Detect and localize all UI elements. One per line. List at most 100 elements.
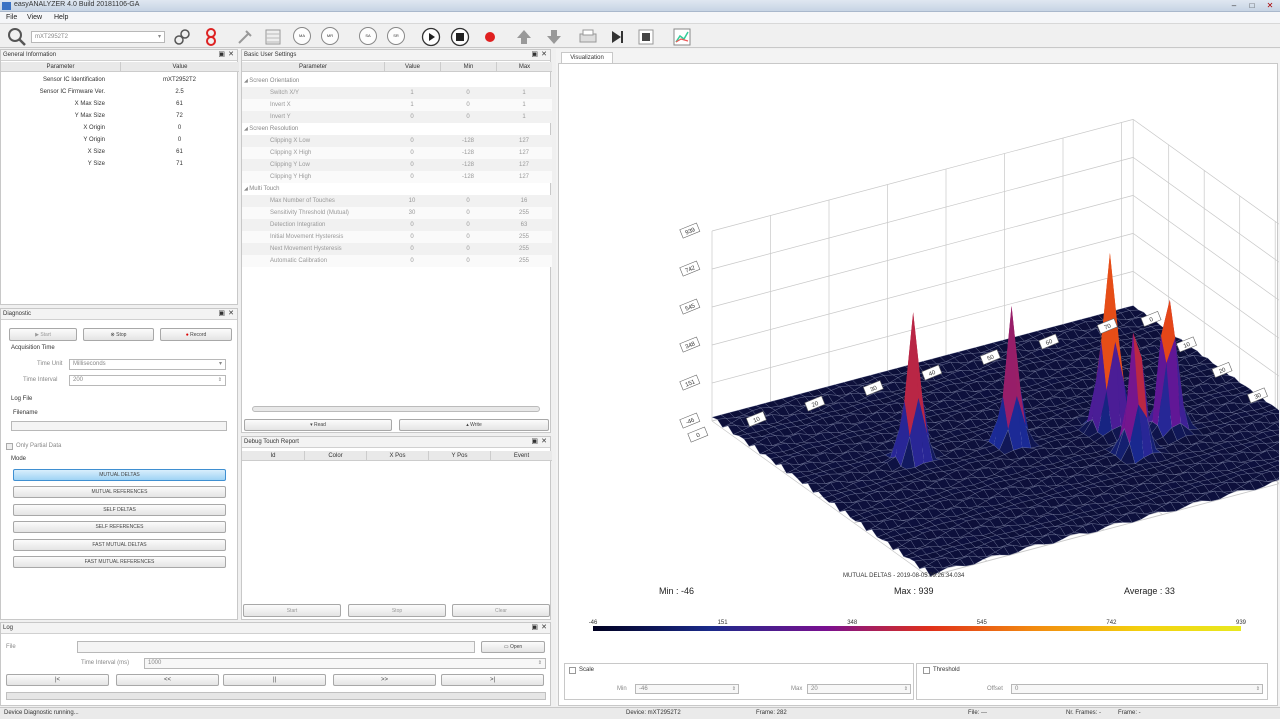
stop-button[interactable]: ⊗ Stop — [83, 328, 154, 341]
column-header-ypos[interactable]: Y Pos — [428, 451, 490, 461]
column-header-event[interactable]: Event — [490, 451, 552, 461]
table-cell-value[interactable]: 0 — [177, 125, 182, 131]
minimize-button[interactable]: – — [1231, 1, 1237, 10]
log-nav-button[interactable]: >> — [333, 674, 436, 686]
filename-input[interactable] — [11, 421, 227, 431]
undock-icon[interactable]: ▣ — [531, 51, 538, 58]
touch-clear-button[interactable]: Clear — [452, 604, 550, 617]
offset-input[interactable]: 0 ⇕ — [1011, 684, 1263, 694]
mode-button[interactable]: SELF REFERENCES — [13, 521, 226, 534]
table-cell-value[interactable]: 0 — [410, 162, 414, 168]
column-header-value[interactable]: Value — [384, 62, 440, 72]
scale-max-input[interactable]: 20 ⇕ — [807, 684, 911, 694]
mode-button[interactable]: SELF DELTAS — [13, 503, 226, 516]
table-cell-value[interactable]: 0 — [410, 246, 414, 252]
download-icon[interactable] — [545, 28, 563, 46]
grid-icon[interactable] — [264, 28, 282, 46]
column-header-color[interactable]: Color — [304, 451, 366, 461]
self-all-button[interactable]: SA — [359, 27, 377, 45]
device-select[interactable]: mXT2952T2 ▾ — [31, 31, 165, 43]
table-cell-value[interactable]: 61 — [176, 101, 183, 107]
table-cell-value[interactable]: 0 — [410, 138, 414, 144]
table-cell-value[interactable]: 0 — [177, 137, 182, 143]
touch-start-button[interactable]: Start — [243, 604, 341, 617]
log-nav-button[interactable]: >| — [441, 674, 544, 686]
close-icon[interactable]: ✕ — [541, 624, 547, 631]
undock-icon[interactable]: ▣ — [531, 438, 538, 445]
log-nav-button[interactable]: || — [223, 674, 326, 686]
scale-checkbox[interactable] — [569, 667, 576, 674]
maximize-button[interactable]: □ — [1249, 1, 1255, 10]
table-cell-value[interactable]: 1 — [410, 90, 414, 96]
search-icon[interactable] — [6, 27, 28, 47]
table-cell-value[interactable]: 2.5 — [175, 89, 184, 95]
upload-icon[interactable] — [515, 28, 533, 46]
mode-button[interactable]: FAST MUTUAL REFERENCES — [13, 556, 226, 568]
log-file-input[interactable] — [77, 641, 475, 653]
table-cell-value[interactable]: mXT2952T2 — [162, 77, 196, 83]
write-button[interactable]: ▴ Write — [399, 419, 549, 431]
stop-icon[interactable] — [450, 27, 470, 47]
table-cell-value[interactable]: 0 — [410, 150, 414, 156]
column-header-value[interactable]: Value — [120, 62, 239, 72]
close-icon[interactable]: ✕ — [541, 51, 547, 58]
close-button[interactable]: ✕ — [1266, 1, 1274, 10]
record-button[interactable]: ● Record — [160, 328, 232, 341]
record-icon[interactable] — [480, 27, 500, 47]
stop-playback-icon[interactable] — [637, 28, 655, 46]
close-icon[interactable]: ✕ — [228, 310, 234, 317]
disconnect-icon[interactable] — [202, 27, 220, 47]
time-unit-select[interactable]: Milliseconds ▾ — [69, 359, 226, 370]
log-nav-button[interactable]: |< — [6, 674, 109, 686]
menu-file[interactable]: File — [6, 14, 18, 21]
table-cell-value[interactable]: 0 — [410, 258, 414, 264]
log-interval-input[interactable]: 1000 ⇕ — [144, 658, 546, 669]
undock-icon[interactable]: ▣ — [218, 310, 225, 317]
read-button[interactable]: ▾ Read — [244, 419, 392, 431]
column-header-max[interactable]: Max — [496, 62, 552, 72]
log-slider[interactable] — [6, 692, 546, 700]
mode-button[interactable]: MUTUAL REFERENCES — [13, 486, 226, 499]
table-cell-value[interactable]: 61 — [176, 149, 183, 155]
only-partial-checkbox[interactable] — [6, 443, 13, 450]
tree-group-row[interactable]: ◢ Screen Orientation — [244, 75, 384, 87]
table-cell-value[interactable]: 1 — [410, 102, 414, 108]
column-header-parameter[interactable]: Parameter — [242, 62, 384, 72]
play-icon[interactable] — [421, 27, 441, 47]
column-header-min[interactable]: Min — [440, 62, 496, 72]
table-cell-value[interactable]: 0 — [410, 222, 414, 228]
tab-visualization[interactable]: Visualization — [561, 52, 613, 64]
mutual-all-button[interactable]: MA — [293, 27, 311, 45]
close-icon[interactable]: ✕ — [541, 438, 547, 445]
mutual-ref-button[interactable]: MR — [321, 27, 339, 45]
table-cell-value[interactable]: 71 — [176, 161, 183, 167]
chart-icon[interactable] — [672, 27, 692, 47]
scale-min-input[interactable]: -46 ⇕ — [635, 684, 739, 694]
horizontal-scrollbar[interactable] — [252, 406, 540, 412]
time-interval-input[interactable]: 200 ⇕ — [69, 375, 226, 386]
tools-icon[interactable] — [236, 28, 254, 46]
column-header-id[interactable]: Id — [242, 451, 304, 461]
next-frame-icon[interactable] — [608, 28, 626, 46]
start-button[interactable]: ▶ Start — [9, 328, 77, 341]
surface-plot[interactable]: 939742545348151-46939742545348151-460102… — [559, 64, 1279, 584]
mode-button[interactable]: MUTUAL DELTAS — [13, 469, 226, 481]
threshold-checkbox[interactable] — [923, 667, 930, 674]
table-cell-value[interactable]: 30 — [408, 210, 416, 216]
menu-view[interactable]: View — [27, 14, 43, 21]
column-header-parameter[interactable]: Parameter — [1, 62, 120, 72]
close-icon[interactable]: ✕ — [228, 51, 234, 58]
mode-button[interactable]: FAST MUTUAL DELTAS — [13, 538, 226, 551]
self-ref-button[interactable]: SR — [387, 27, 405, 45]
touch-stop-button[interactable]: Stop — [348, 604, 446, 617]
table-cell-value[interactable]: 0 — [410, 114, 414, 120]
undock-icon[interactable]: ▣ — [218, 51, 225, 58]
undock-icon[interactable]: ▣ — [531, 624, 538, 631]
log-nav-button[interactable]: << — [116, 674, 219, 686]
menu-help[interactable]: Help — [54, 14, 69, 21]
table-cell-value[interactable]: 0 — [410, 234, 414, 240]
table-cell-value[interactable]: 0 — [410, 174, 414, 180]
table-cell-value[interactable]: 10 — [408, 198, 416, 204]
connect-icon[interactable] — [172, 27, 192, 47]
column-header-xpos[interactable]: X Pos — [366, 451, 428, 461]
